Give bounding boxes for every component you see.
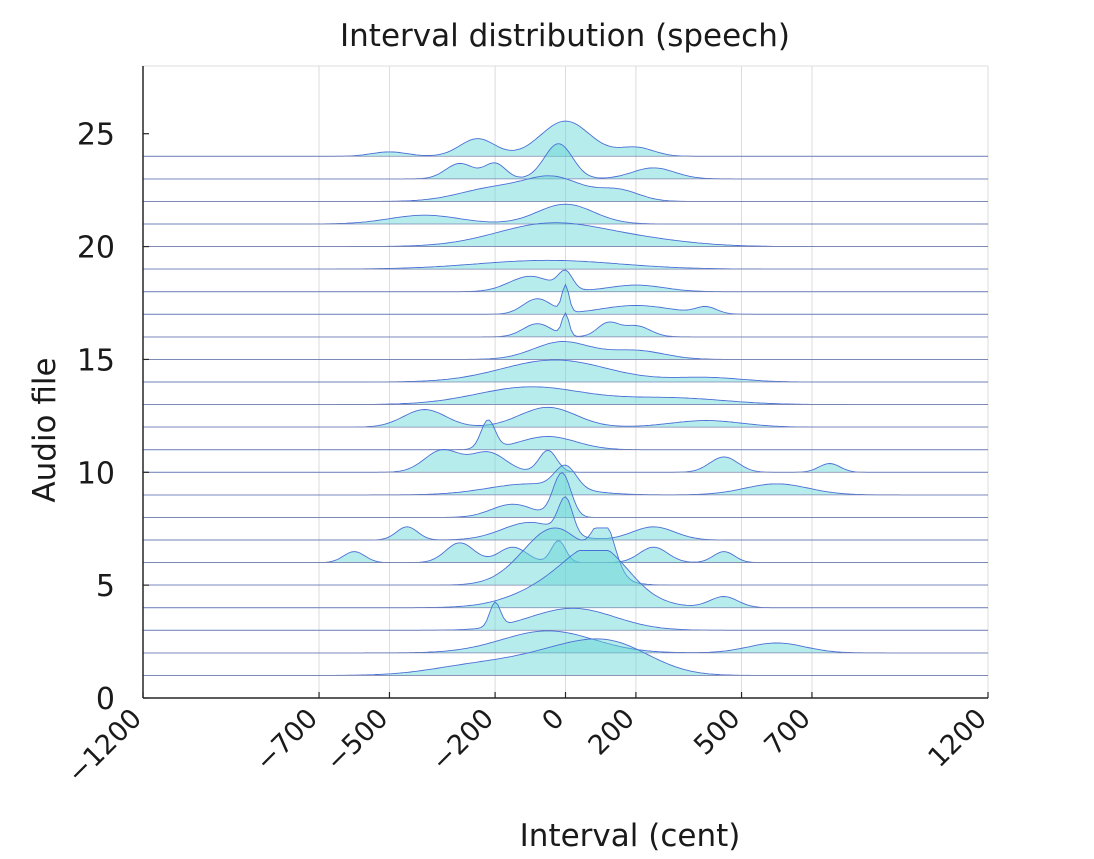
chart-title: Interval distribution (speech) <box>340 18 790 54</box>
ridge-fill <box>143 143 988 179</box>
ridge-fill <box>143 175 988 202</box>
ridge-fill <box>143 465 988 495</box>
ridge-fill <box>143 540 988 563</box>
ridge-fill <box>143 121 988 157</box>
x-tick-label: 0 <box>536 703 570 737</box>
x-tick-label: 500 <box>688 703 746 761</box>
ridge-fill <box>143 204 988 224</box>
y-tick-label: 15 <box>77 343 115 378</box>
y-tick-label: 0 <box>96 682 115 717</box>
y-axis-label: Audio file <box>27 357 63 503</box>
ridge-fill <box>143 638 988 676</box>
x-tick-label: −200 <box>426 703 500 777</box>
x-tick-label: 700 <box>759 703 817 761</box>
ridge-fill <box>143 527 988 586</box>
ridge-fill <box>143 360 988 382</box>
ridge-layer <box>143 120 988 676</box>
ridge-fill <box>143 270 988 292</box>
ridge-fill <box>143 313 988 337</box>
y-tick-label: 25 <box>77 118 115 153</box>
ridge-fill <box>143 550 988 608</box>
ridge-fill <box>143 407 988 428</box>
ridge-fill <box>143 472 988 518</box>
y-tick-label: 5 <box>96 569 115 604</box>
ridge-fill <box>143 496 988 540</box>
y-tick-label: 20 <box>77 231 115 266</box>
x-tick-label: 200 <box>582 703 640 761</box>
ridge-fill <box>143 284 988 315</box>
x-tick-label: −700 <box>250 703 324 777</box>
ridge-fill <box>143 602 988 631</box>
y-tick-label: 10 <box>77 456 115 491</box>
ridge-fill <box>143 222 988 247</box>
ridge-fill <box>143 420 988 450</box>
x-tick-label: 1200 <box>922 703 993 774</box>
x-tick-label: −500 <box>320 703 394 777</box>
ridge-fill <box>143 630 988 653</box>
x-axis-label: Interval (cent) <box>519 818 741 854</box>
ridge-fill <box>143 341 988 360</box>
ridge-fill <box>143 260 988 270</box>
ridge-fill <box>143 386 988 405</box>
